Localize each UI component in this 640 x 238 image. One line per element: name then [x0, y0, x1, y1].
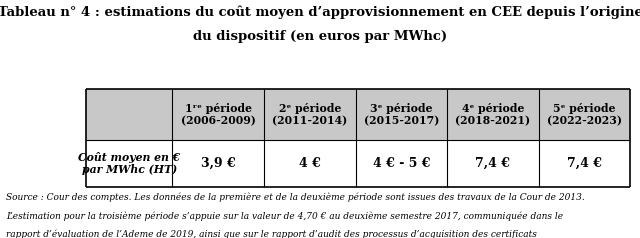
Text: Tableau n° 4 : estimations du coût moyen d’approvisionnement en CEE depuis l’ori: Tableau n° 4 : estimations du coût moyen… [0, 6, 640, 20]
Text: 5ᵉ période
(2022-2023): 5ᵉ période (2022-2023) [547, 103, 622, 127]
Text: 1ʳᵉ période
(2006-2009): 1ʳᵉ période (2006-2009) [180, 103, 255, 127]
Text: 7,4 €: 7,4 € [567, 157, 602, 170]
Text: Coût moyen en €
par MWhᴄ (HT): Coût moyen en € par MWhᴄ (HT) [78, 152, 180, 175]
Text: 4 € - 5 €: 4 € - 5 € [372, 157, 430, 170]
Text: L’estimation pour la troisième période s’appuie sur la valeur de 4,70 € au deuxi: L’estimation pour la troisième période s… [6, 211, 564, 221]
Text: Source : Cour des comptes. Les données de la première et de la deuxième période : Source : Cour des comptes. Les données d… [6, 193, 585, 202]
Text: 7,4 €: 7,4 € [476, 157, 511, 170]
Text: rapport d’évaluation de l’Ademe de 2019, ainsi que sur le rapport d’audit des pr: rapport d’évaluation de l’Ademe de 2019,… [6, 230, 537, 238]
Text: 2ᵉ période
(2011-2014): 2ᵉ période (2011-2014) [272, 103, 348, 127]
Text: 4 €: 4 € [299, 157, 321, 170]
Text: du dispositif (en euros par MWhᴄ): du dispositif (en euros par MWhᴄ) [193, 30, 447, 43]
Text: 3ᵉ période
(2015-2017): 3ᵉ période (2015-2017) [364, 103, 439, 127]
Text: 4ᵉ période
(2018-2021): 4ᵉ période (2018-2021) [456, 103, 531, 127]
Text: 3,9 €: 3,9 € [201, 157, 236, 170]
